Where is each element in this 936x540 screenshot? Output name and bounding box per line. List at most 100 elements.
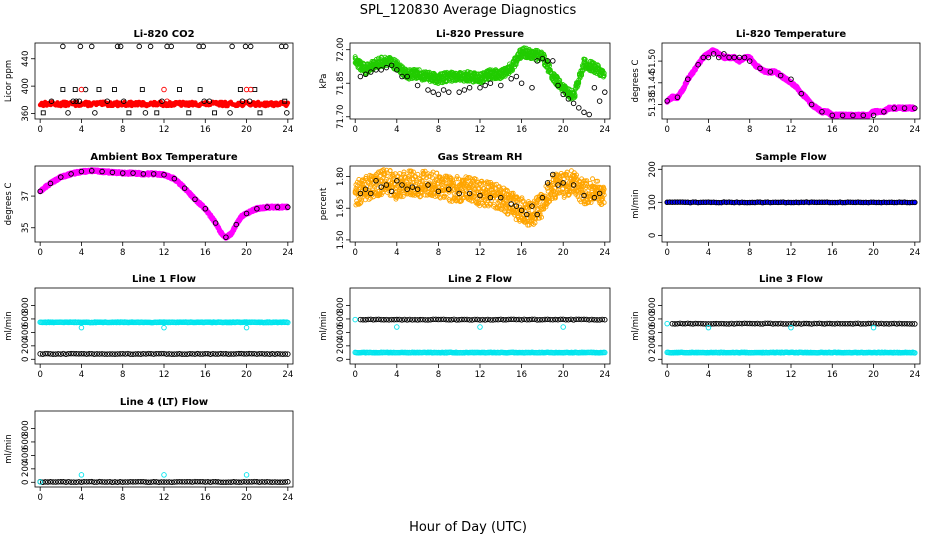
x-tick-label: 8 xyxy=(120,125,125,135)
series-2-point xyxy=(576,105,582,111)
y-tick-label: 1.50 xyxy=(336,230,346,249)
series-3-point xyxy=(247,43,254,50)
series-1-point xyxy=(523,45,529,51)
panel-title: Li-820 Temperature xyxy=(736,29,846,40)
y-tick-label: 37 xyxy=(21,191,31,202)
series-3-point xyxy=(92,110,98,116)
series-1-point xyxy=(571,95,577,101)
series-2-point xyxy=(119,170,126,176)
series-1-point xyxy=(571,93,577,99)
series-1-point xyxy=(912,199,918,206)
x-tick-label: 0 xyxy=(352,125,357,135)
series-2-point xyxy=(37,188,43,195)
x-tick-label: 20 xyxy=(558,125,569,135)
series-2-point xyxy=(788,76,794,82)
series-3-point xyxy=(159,98,165,104)
series-2-point xyxy=(870,112,877,119)
series-2-point xyxy=(399,73,405,80)
series-3-point xyxy=(196,43,202,50)
series-2-point xyxy=(139,87,145,93)
series-2-point xyxy=(373,67,379,73)
x-tick-label: 4 xyxy=(706,248,711,258)
series-3-point xyxy=(48,98,55,104)
series-1-point xyxy=(372,184,378,190)
series-2-point xyxy=(171,175,178,182)
x-tick-label: 16 xyxy=(200,125,211,135)
series-2-point xyxy=(596,98,603,104)
series-2-point xyxy=(901,105,908,111)
y-tick-label: 400 xyxy=(21,78,31,94)
series-2-point xyxy=(237,87,243,93)
series-3-point xyxy=(200,43,206,50)
series-2-point xyxy=(109,169,116,176)
series-2-point xyxy=(40,110,46,116)
series-2-point xyxy=(404,73,410,80)
series-2-point xyxy=(58,174,64,180)
series-2-point xyxy=(362,71,369,78)
series-2-point xyxy=(264,204,270,210)
y-axis-label: degrees C xyxy=(631,60,641,103)
series-1-point xyxy=(453,176,459,182)
series-2-point xyxy=(850,112,856,119)
series-3-point xyxy=(246,98,253,104)
series-4-point xyxy=(247,86,254,93)
series-3-point xyxy=(229,43,235,50)
y-axis-label: kPa xyxy=(319,74,329,89)
series-2-point xyxy=(819,109,825,115)
x-tick-label: 0 xyxy=(352,248,357,258)
series-2-point xyxy=(731,54,737,61)
x-tick-label: 16 xyxy=(827,248,838,258)
series-2-point xyxy=(565,96,572,102)
series-2-point xyxy=(891,105,897,111)
series-3-point xyxy=(147,43,154,50)
data-marks xyxy=(664,199,918,206)
panel-title: Li-820 CO2 xyxy=(133,29,194,40)
series-2-point xyxy=(140,171,147,177)
x-tick-label: 8 xyxy=(436,248,441,258)
x-tick-label: 12 xyxy=(475,125,486,135)
series-2-point xyxy=(482,82,488,89)
data-marks xyxy=(37,167,291,241)
series-2-point xyxy=(591,84,598,91)
series-1-point xyxy=(572,94,578,100)
series-3-point xyxy=(73,98,80,104)
x-tick-label: 8 xyxy=(747,125,752,135)
series-2-point xyxy=(695,61,701,68)
series-2-point xyxy=(72,87,78,93)
series-2-point xyxy=(177,87,182,93)
series-2-point xyxy=(808,101,815,108)
y-tick-label: 360 xyxy=(21,105,31,121)
data-marks xyxy=(664,47,918,120)
x-tick-label: 12 xyxy=(159,125,170,135)
series-2-point xyxy=(186,110,192,116)
series-2-point xyxy=(440,87,447,93)
series-2-point xyxy=(534,58,540,64)
series-2-point xyxy=(68,171,74,177)
x-tick-label: 24 xyxy=(909,125,920,135)
series-3-point xyxy=(89,43,95,50)
series-1-point xyxy=(397,171,403,177)
series-2-point xyxy=(570,100,577,107)
series-1-point xyxy=(579,72,585,78)
series-1-point xyxy=(547,63,553,68)
series-2-point xyxy=(383,64,390,71)
series-3-point xyxy=(76,98,83,104)
x-tick-label: 20 xyxy=(868,125,879,135)
y-tick-label: 35 xyxy=(21,222,31,233)
series-2-point xyxy=(705,54,712,61)
series-3-point xyxy=(136,43,142,50)
series-2-point xyxy=(285,204,291,210)
x-tick-label: 24 xyxy=(282,248,293,258)
series-2-point xyxy=(456,89,462,95)
series-1-point xyxy=(401,169,407,175)
x-tick-label: 8 xyxy=(120,248,125,258)
y-axis-label: degrees C xyxy=(4,183,14,226)
series-3-point xyxy=(201,98,207,104)
x-tick-label: 8 xyxy=(747,248,752,258)
series-3-point xyxy=(121,98,127,104)
y-tick-label: 0 xyxy=(648,233,658,238)
data-marks xyxy=(37,43,291,116)
y-tick-label: 440 xyxy=(21,51,31,67)
x-tick-label: 12 xyxy=(475,248,486,258)
